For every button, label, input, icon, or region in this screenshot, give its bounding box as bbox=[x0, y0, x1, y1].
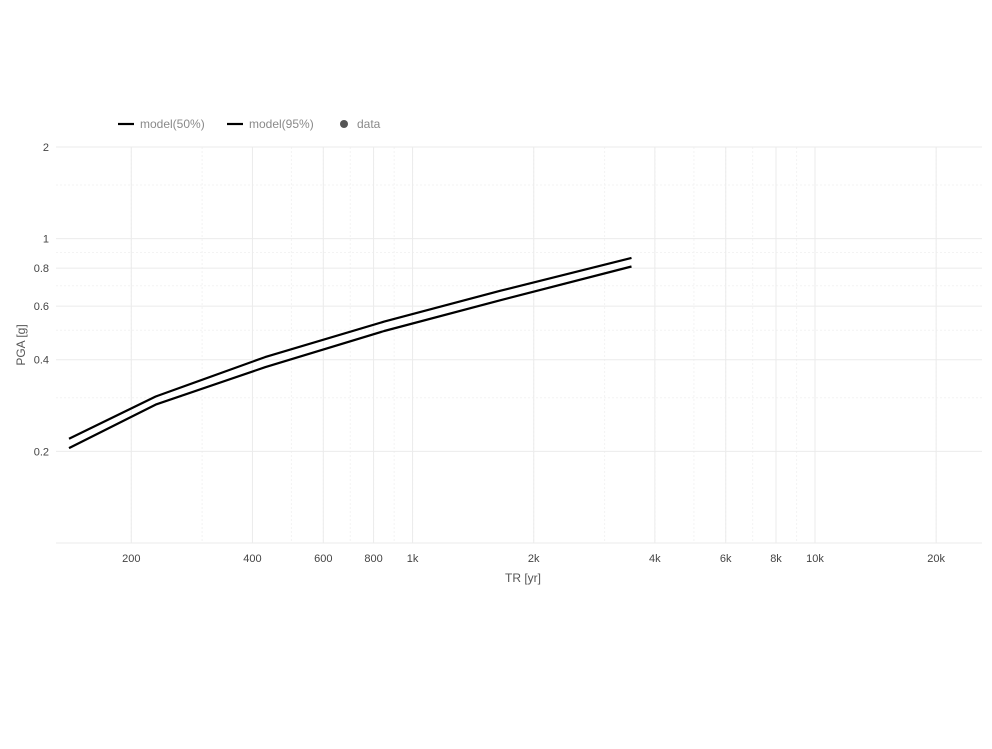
x-tick-label: 800 bbox=[364, 553, 382, 565]
x-tick-label: 600 bbox=[314, 553, 332, 565]
x-axis-title: TR [yr] bbox=[505, 571, 541, 585]
x-tick-label: 400 bbox=[243, 553, 261, 565]
y-tick-label: 0.8 bbox=[34, 263, 49, 275]
series-lines bbox=[68, 256, 632, 450]
x-tick-label: 1k bbox=[407, 553, 419, 565]
x-tick-label: 6k bbox=[720, 553, 732, 565]
y-tick-label: 0.6 bbox=[34, 301, 49, 313]
y-tick-label: 0.2 bbox=[34, 446, 49, 458]
series-line-model-95- bbox=[68, 256, 632, 440]
y-axis-ticks: 0.2 0.4 0.6 0.8 1 2 bbox=[34, 142, 49, 458]
legend-label: model(50%) bbox=[140, 117, 205, 131]
x-tick-label: 200 bbox=[122, 553, 140, 565]
legend-label: model(95%) bbox=[249, 117, 314, 131]
legend-key-point bbox=[340, 120, 348, 128]
y-axis-title: PGA [g] bbox=[14, 324, 28, 365]
legend-label: data bbox=[357, 117, 381, 131]
x-tick-label: 2k bbox=[528, 553, 540, 565]
y-tick-label: 0.4 bbox=[34, 355, 49, 367]
x-tick-label: 10k bbox=[806, 553, 824, 565]
grid bbox=[56, 146, 982, 544]
y-tick-label: 2 bbox=[43, 142, 49, 154]
x-tick-label: 20k bbox=[927, 553, 945, 565]
series-line-model-50- bbox=[68, 265, 632, 450]
x-tick-label: 8k bbox=[770, 553, 782, 565]
legend: model(50%) model(95%) data bbox=[118, 117, 381, 131]
x-axis-ticks: 200 400 600 800 1k 2k 4k 6k 8k 10k 20k bbox=[122, 553, 945, 565]
y-tick-label: 1 bbox=[43, 234, 49, 246]
x-tick-label: 4k bbox=[649, 553, 661, 565]
